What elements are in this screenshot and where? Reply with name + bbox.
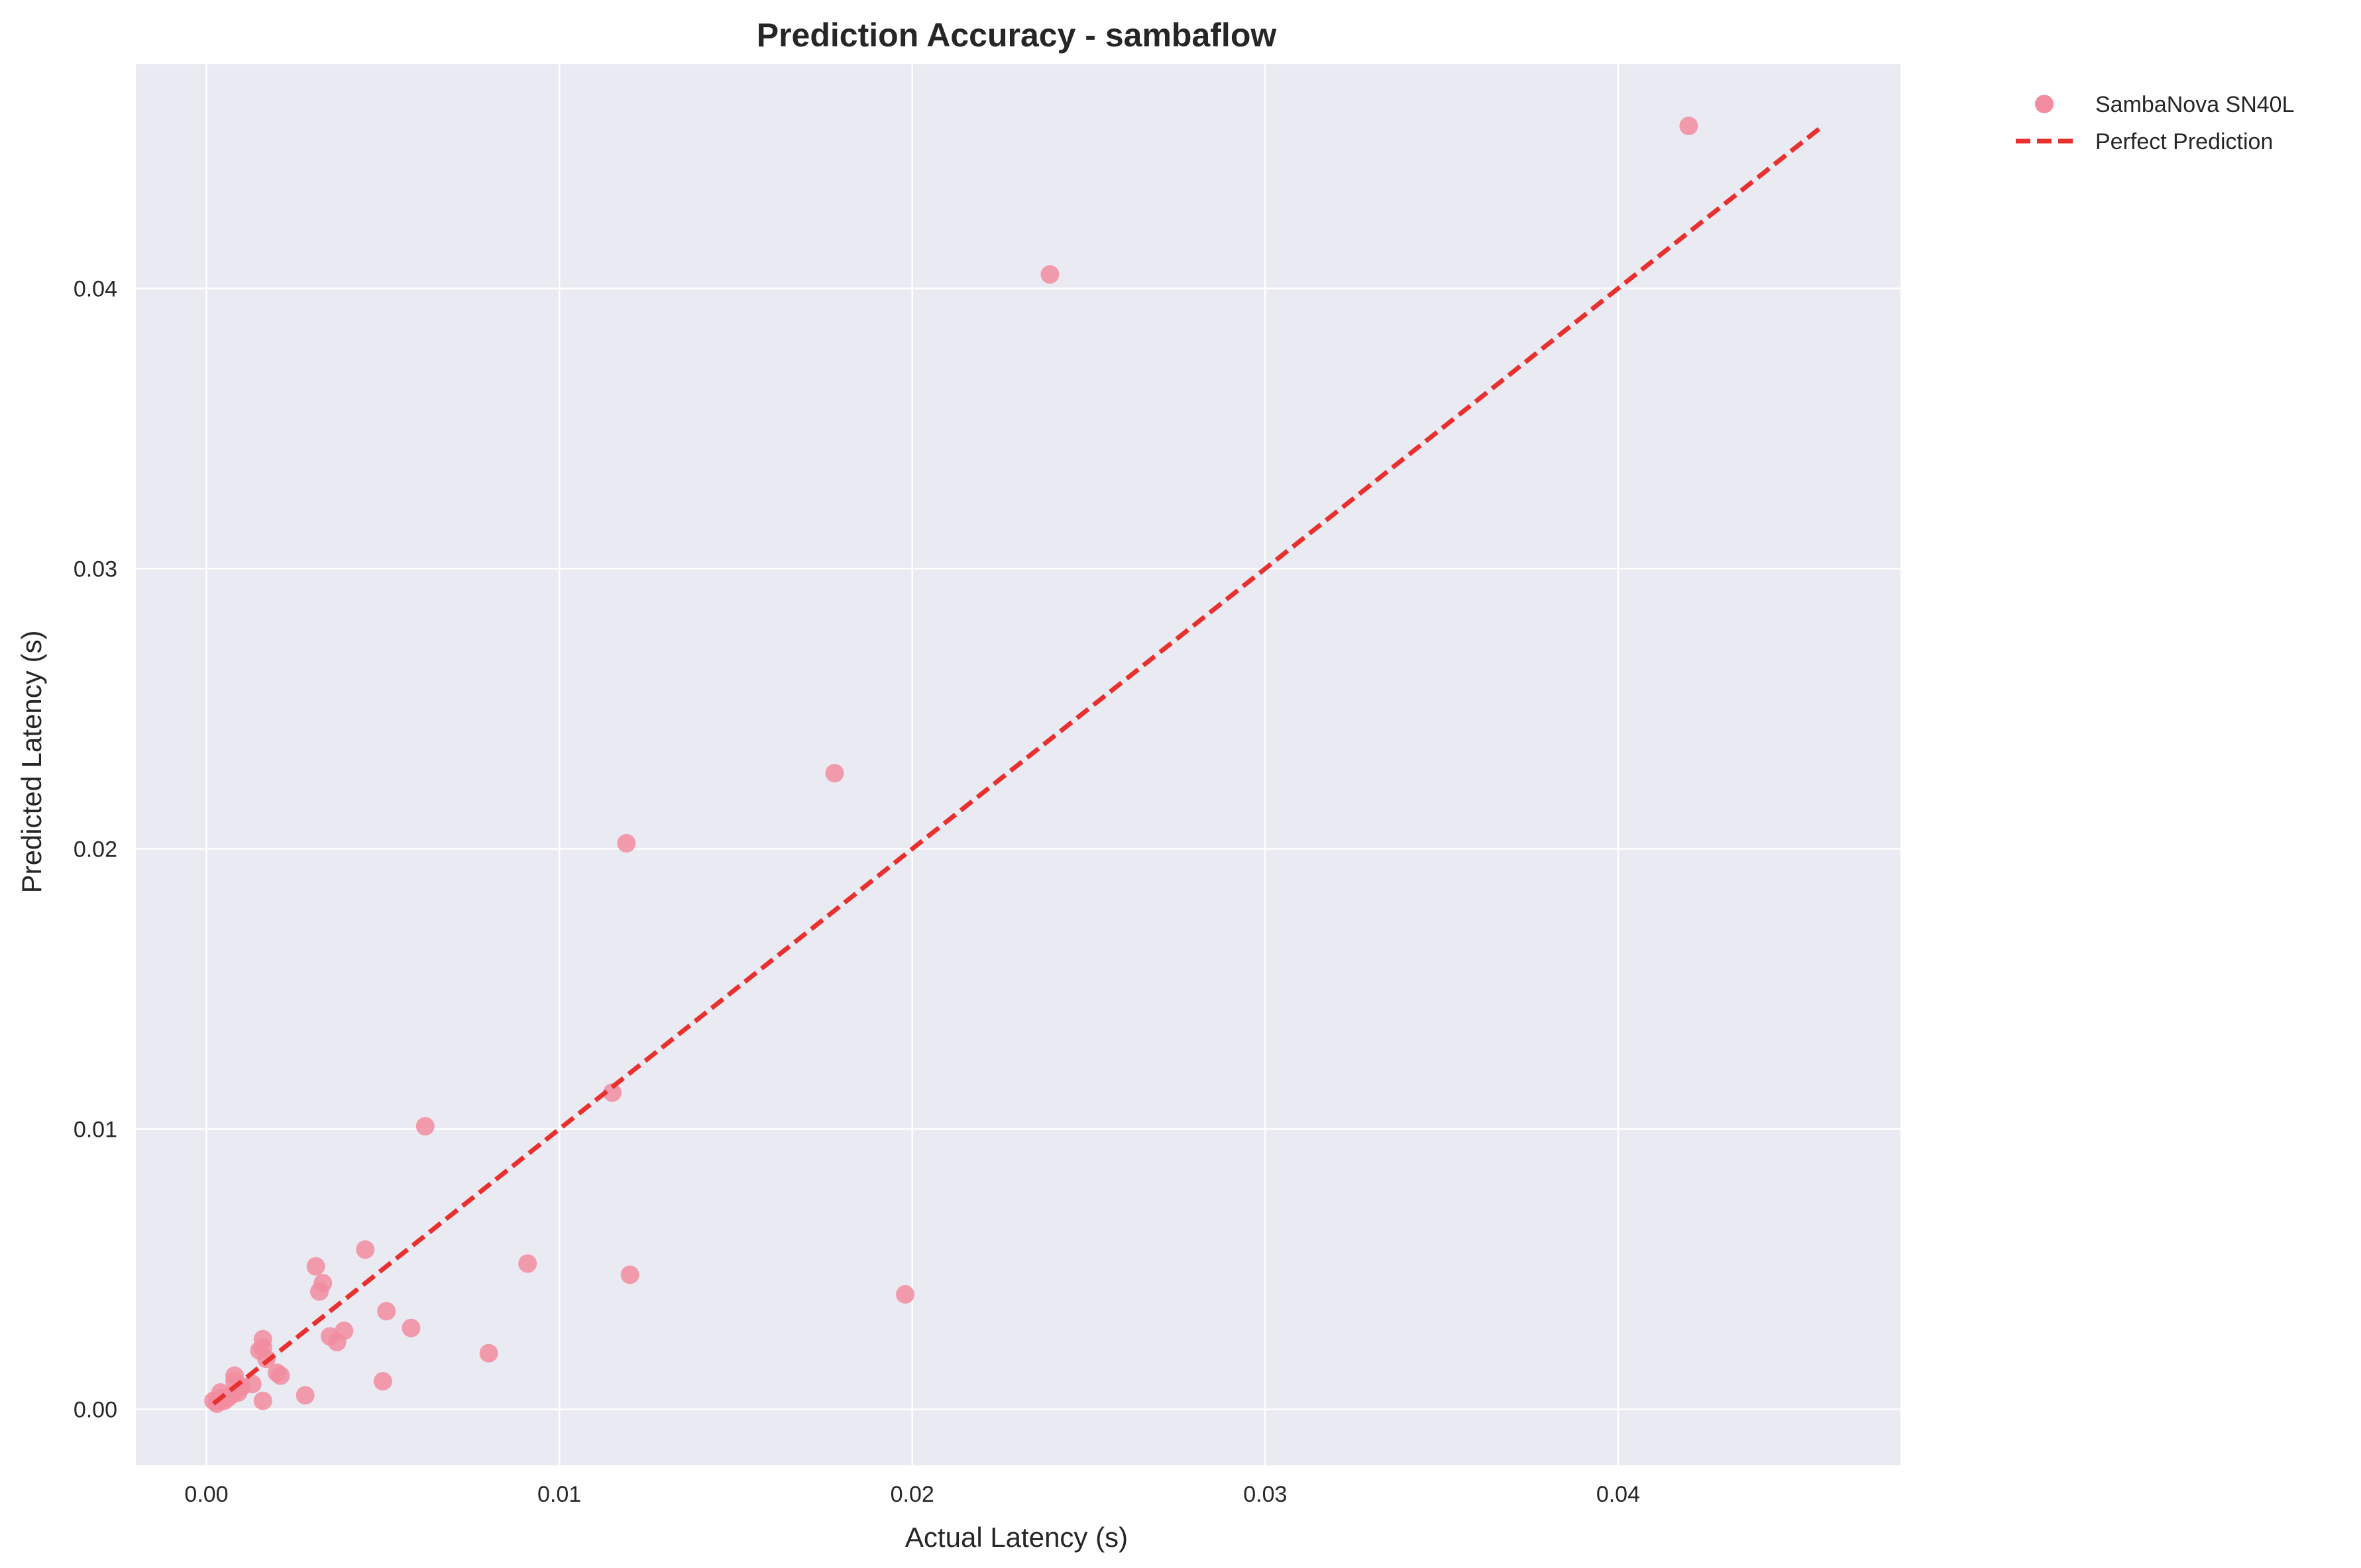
scatter-point	[373, 1372, 392, 1391]
scatter-point	[825, 764, 844, 783]
scatter-point	[896, 1284, 915, 1304]
legend-label-sambanova: SambaNova SN40L	[2095, 92, 2295, 117]
scatter-point	[620, 1265, 639, 1284]
x-axis-label: Actual Latency (s)	[905, 1522, 1128, 1553]
scatter-point	[296, 1386, 315, 1405]
reference-lines	[211, 124, 1825, 1406]
x-tick-label: 0.04	[1596, 1482, 1640, 1507]
scatter-point	[415, 1117, 435, 1136]
x-tick-label: 0.02	[891, 1482, 934, 1507]
scatter-point	[271, 1366, 290, 1385]
x-tick-label: 0.03	[1243, 1482, 1287, 1507]
scatter-point	[603, 1083, 622, 1102]
y-tick-label: 0.03	[74, 556, 117, 582]
y-tick-label: 0.04	[74, 276, 117, 301]
scatter-point	[306, 1257, 325, 1276]
y-axis-ticks: 0.00 0.01 0.02 0.03 0.04	[74, 276, 117, 1422]
scatter-point	[402, 1318, 421, 1337]
x-tick-label: 0.00	[184, 1482, 228, 1507]
scatter-point	[518, 1254, 537, 1273]
scatter-point	[617, 833, 636, 853]
scatter-point	[309, 1282, 329, 1301]
scatter-points	[204, 117, 1698, 1413]
legend: SambaNova SN40L Perfect Prediction	[2016, 92, 2295, 154]
legend-label-perfect-prediction: Perfect Prediction	[2095, 129, 2273, 154]
grid	[136, 64, 1900, 1465]
y-tick-label: 0.00	[74, 1397, 117, 1422]
scatter-point	[327, 1332, 347, 1351]
scatter-point	[356, 1240, 375, 1259]
y-axis-label: Predicted Latency (s)	[16, 631, 47, 894]
x-tick-label: 0.01	[537, 1482, 581, 1507]
y-tick-label: 0.01	[74, 1117, 117, 1142]
scatter-point	[1679, 117, 1698, 136]
x-axis-ticks: 0.00 0.01 0.02 0.03 0.04	[184, 1482, 1640, 1507]
scatter-point	[479, 1343, 498, 1363]
scatter-point	[1040, 265, 1060, 284]
legend-marker-sambanova	[2035, 95, 2054, 113]
chart-title: Prediction Accuracy - sambaflow	[757, 17, 1277, 54]
perfect-prediction-line	[211, 124, 1825, 1406]
scatter-point	[253, 1391, 272, 1410]
y-tick-label: 0.02	[74, 837, 117, 862]
scatter-point	[377, 1302, 396, 1321]
